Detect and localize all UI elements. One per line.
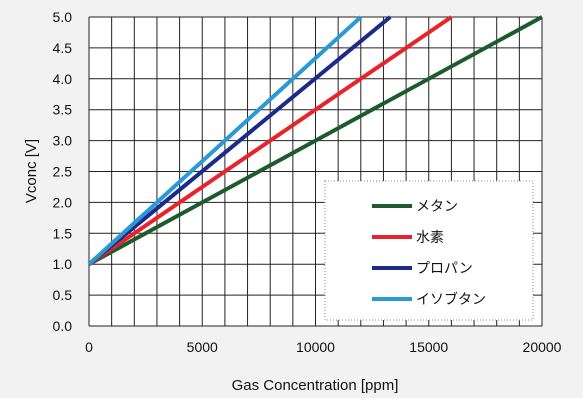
x-tick-label: 10000	[296, 339, 335, 355]
series-line-methane	[88, 15, 543, 266]
y-tick-label: 2.0	[53, 194, 73, 210]
y-tick-label: 0.5	[53, 287, 73, 303]
y-tick-label: 1.5	[53, 225, 73, 241]
legend-box	[324, 180, 534, 321]
y-tick-label: 3.0	[53, 133, 73, 149]
legend-label: メタン	[416, 198, 458, 214]
x-tick-label: 5000	[187, 339, 218, 355]
series-line-isobutane	[87, 15, 363, 266]
tick-labels: 0 5000 10000 15000 20000 0.0 0.5 1.0 1.5 2.0 2.5 3.…	[53, 9, 562, 355]
series-line-propane	[87, 15, 392, 266]
legend-label: 水素	[416, 229, 444, 245]
y-axis-label: Vconc [V]	[23, 139, 40, 203]
legend-label: プロパン	[416, 260, 473, 276]
y-tick-label: 3.5	[53, 102, 73, 118]
y-tick-label: 4.0	[53, 71, 73, 87]
x-tick-label: 0	[85, 339, 93, 355]
y-tick-label: 2.5	[53, 164, 73, 180]
x-tick-label: 15000	[409, 339, 448, 355]
series-lines	[87, 15, 543, 266]
y-tick-label: 5.0	[53, 9, 73, 25]
x-tick-label: 20000	[523, 339, 562, 355]
series-line-hydrogen	[87, 15, 453, 266]
y-tick-label: 0.0	[53, 318, 73, 334]
x-axis-label: Gas Concentration [ppm]	[232, 377, 399, 394]
legend-label: イソブタン	[416, 291, 486, 307]
y-tick-label: 1.0	[53, 256, 73, 272]
y-tick-label: 4.5	[53, 40, 73, 56]
